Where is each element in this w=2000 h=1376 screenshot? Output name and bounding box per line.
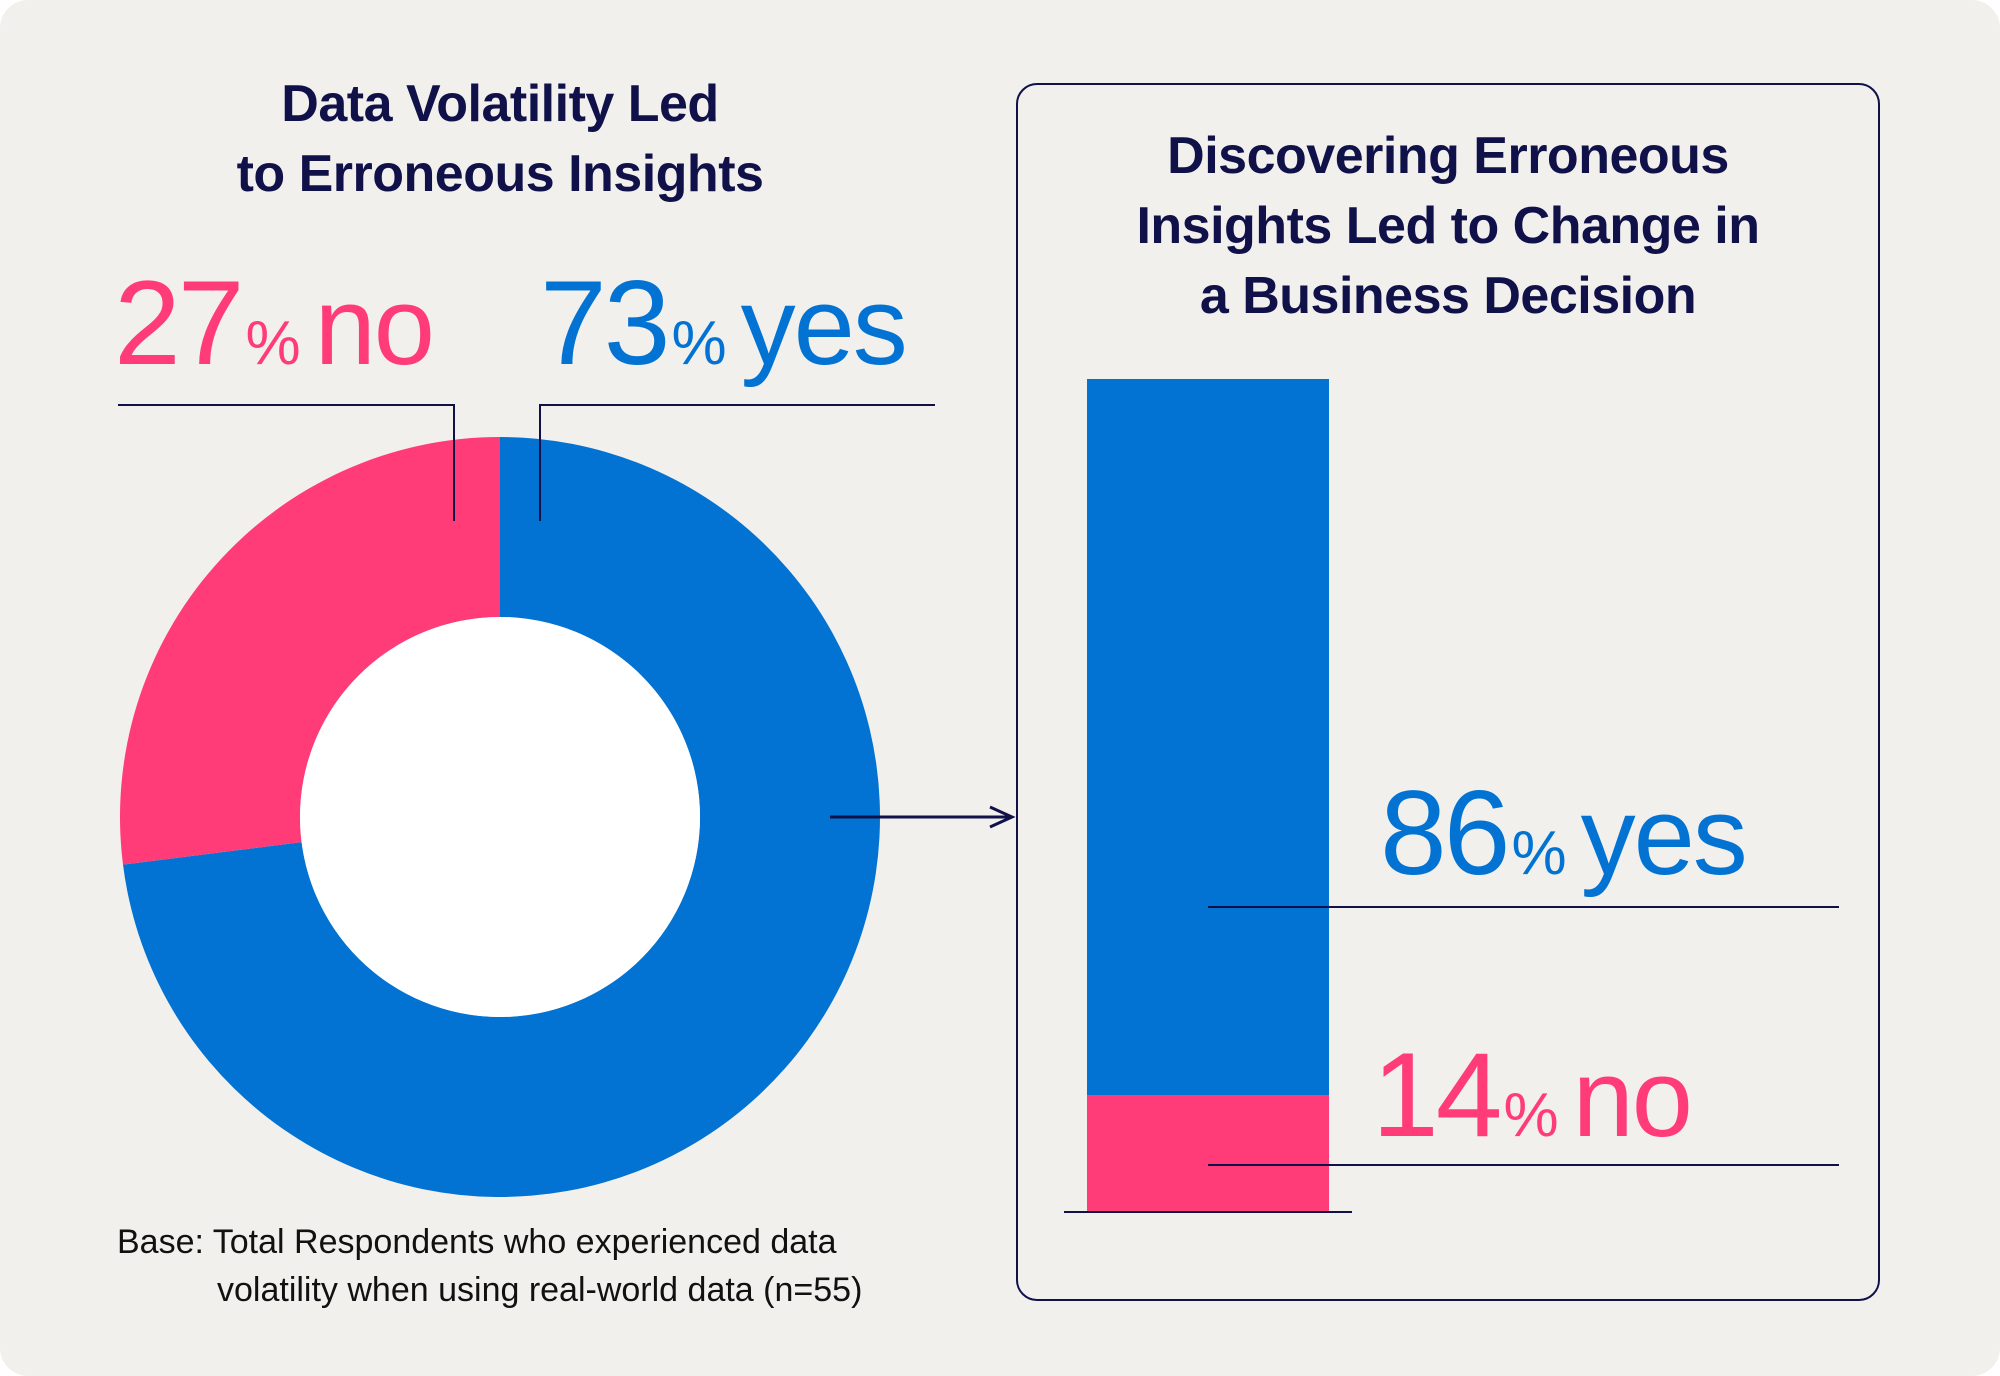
donut-no-label: 27% no bbox=[114, 256, 433, 390]
bar-no-value: 14 bbox=[1372, 1028, 1500, 1162]
bar-title-line-2: Insights Led to Change in bbox=[1136, 197, 1759, 255]
footnote-line-1: Base: Total Respondents who experienced … bbox=[117, 1223, 837, 1261]
donut-no-unit: % bbox=[245, 309, 300, 378]
donut-no-value: 27 bbox=[114, 256, 241, 390]
bar-title-line-3: a Business Decision bbox=[1200, 267, 1696, 325]
footnote-line-2: volatility when using real-world data (n… bbox=[217, 1271, 862, 1309]
bar-yes-unit: % bbox=[1511, 819, 1566, 888]
donut-title-line-2: to Erroneous Insights bbox=[237, 145, 764, 203]
bar-chart-panel: Discovering Erroneous Insights Led to Ch… bbox=[1016, 83, 1880, 1301]
donut-yes-label: 73% yes bbox=[540, 256, 906, 390]
connector-arrow-icon bbox=[989, 805, 1016, 829]
donut-no-leader-line bbox=[118, 404, 455, 521]
donut-slice-no bbox=[119, 437, 500, 865]
donut-yes-leader-line bbox=[539, 404, 935, 521]
bar-no-word: no bbox=[1573, 1037, 1691, 1160]
bar-yes-value: 86 bbox=[1380, 766, 1507, 900]
bar-title-line-1: Discovering Erroneous bbox=[1167, 127, 1729, 185]
donut-yes-value: 73 bbox=[540, 256, 667, 390]
donut-slices bbox=[119, 437, 881, 1198]
donut-yes-unit: % bbox=[671, 309, 726, 378]
donut-yes-word: yes bbox=[741, 265, 906, 388]
bar-yes-label: 86% yes bbox=[1380, 766, 1746, 900]
donut-chart: Data Volatility Led to Erroneous Insight… bbox=[114, 75, 1016, 1309]
bar-no-label: 14% no bbox=[1372, 1028, 1691, 1162]
bar-segment-yes bbox=[1087, 379, 1329, 1096]
donut-slice-yes bbox=[122, 437, 881, 1198]
bar-no-unit: % bbox=[1503, 1081, 1558, 1150]
bar-chart-frame bbox=[1016, 83, 1880, 1301]
donut-title-line-1: Data Volatility Led bbox=[281, 75, 718, 133]
donut-no-word: no bbox=[315, 265, 433, 388]
bar-segment-no bbox=[1087, 1095, 1329, 1212]
bar-yes-word: yes bbox=[1581, 775, 1746, 898]
donut-hole bbox=[300, 617, 700, 1017]
